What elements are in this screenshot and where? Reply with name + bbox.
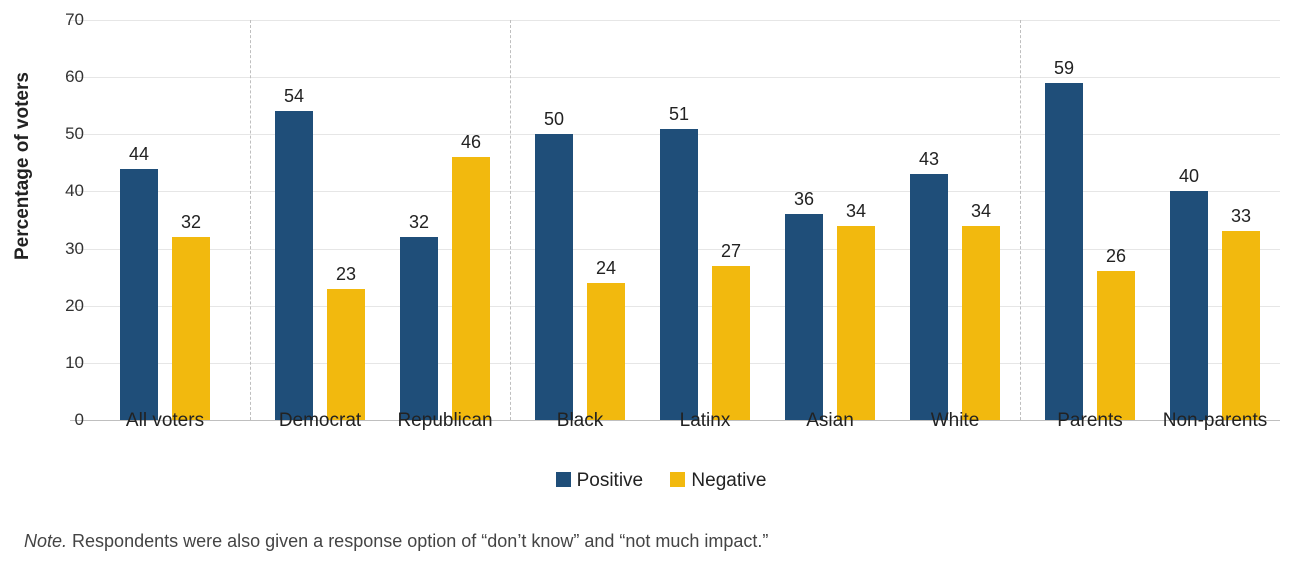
category-label: Non-parents xyxy=(1163,410,1268,432)
bar-value-label: 33 xyxy=(1221,206,1261,227)
footnote-body: Respondents were also given a response o… xyxy=(67,531,768,551)
bar-positive: 50 xyxy=(535,134,573,420)
gridline xyxy=(70,77,1280,78)
bar-positive: 40 xyxy=(1170,191,1208,420)
bar-positive: 59 xyxy=(1045,83,1083,420)
bar-value-label: 40 xyxy=(1169,166,1209,187)
category-label: All voters xyxy=(126,410,204,432)
y-tick-label: 20 xyxy=(65,296,84,316)
y-tick-label: 0 xyxy=(75,410,84,430)
bar-value-label: 32 xyxy=(399,212,439,233)
bar-value-label: 54 xyxy=(274,86,314,107)
bar-positive: 44 xyxy=(120,169,158,420)
bar-value-label: 27 xyxy=(711,241,751,262)
legend-swatch-positive xyxy=(556,472,571,487)
bar-value-label: 59 xyxy=(1044,58,1084,79)
bar-value-label: 32 xyxy=(171,212,211,233)
bar-value-label: 26 xyxy=(1096,246,1136,267)
group-divider xyxy=(1020,20,1021,420)
bar-negative: 33 xyxy=(1222,231,1260,420)
bar-positive: 36 xyxy=(785,214,823,420)
bar-positive: 32 xyxy=(400,237,438,420)
category-label: Republican xyxy=(397,410,492,432)
bar-value-label: 23 xyxy=(326,264,366,285)
bar-positive: 51 xyxy=(660,129,698,420)
y-tick-label: 70 xyxy=(65,10,84,30)
bar-value-label: 24 xyxy=(586,258,626,279)
y-tick-label: 50 xyxy=(65,124,84,144)
bar-value-label: 36 xyxy=(784,189,824,210)
bar-value-label: 44 xyxy=(119,144,159,165)
group-divider xyxy=(510,20,511,420)
legend-label-negative: Negative xyxy=(691,470,766,491)
legend-label-positive: Positive xyxy=(577,470,644,491)
category-label: Black xyxy=(557,410,603,432)
y-tick-label: 60 xyxy=(65,67,84,87)
bar-negative: 34 xyxy=(837,226,875,420)
bar-positive: 43 xyxy=(910,174,948,420)
bar-negative: 23 xyxy=(327,289,365,420)
gridline xyxy=(70,20,1280,21)
bar-negative: 26 xyxy=(1097,271,1135,420)
legend: Positive Negative xyxy=(0,470,1300,492)
footnote-prefix: Note. xyxy=(24,531,67,551)
group-divider xyxy=(250,20,251,420)
bar-negative: 34 xyxy=(962,226,1000,420)
bar-value-label: 34 xyxy=(961,201,1001,222)
bar-value-label: 51 xyxy=(659,104,699,125)
footnote: Note. Respondents were also given a resp… xyxy=(24,531,768,552)
category-label: Asian xyxy=(806,410,854,432)
bar-value-label: 46 xyxy=(451,132,491,153)
bar-negative: 32 xyxy=(172,237,210,420)
bar-value-label: 43 xyxy=(909,149,949,170)
category-label: White xyxy=(931,410,980,432)
category-label: Democrat xyxy=(279,410,361,432)
legend-swatch-negative xyxy=(670,472,685,487)
y-axis-label: Percentage of voters xyxy=(12,72,34,260)
category-label: Latinx xyxy=(680,410,731,432)
y-tick-label: 30 xyxy=(65,239,84,259)
bar-value-label: 34 xyxy=(836,201,876,222)
bar-negative: 27 xyxy=(712,266,750,420)
bar-value-label: 50 xyxy=(534,109,574,130)
bar-negative: 24 xyxy=(587,283,625,420)
plot-area: 443254233246502451273634433459264033 xyxy=(70,20,1280,420)
bar-negative: 46 xyxy=(452,157,490,420)
y-tick-label: 10 xyxy=(65,353,84,373)
category-label: Parents xyxy=(1057,410,1122,432)
y-tick-label: 40 xyxy=(65,181,84,201)
chart-root: Percentage of voters 4432542332465024512… xyxy=(0,0,1300,562)
bar-positive: 54 xyxy=(275,111,313,420)
